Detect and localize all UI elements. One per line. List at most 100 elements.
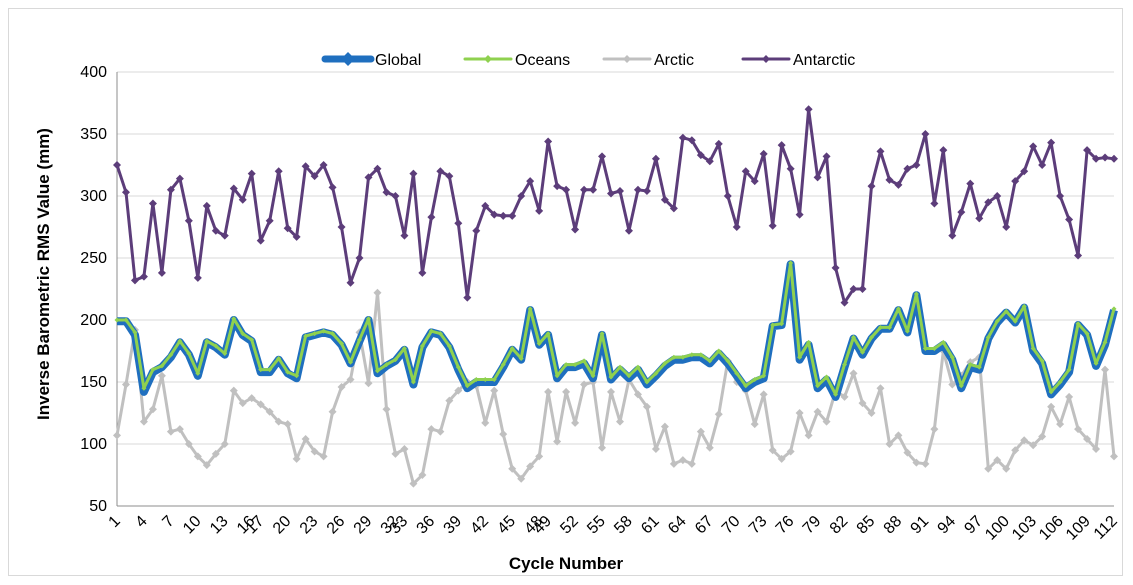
x-tick-label: 100 <box>982 513 1013 544</box>
data-point-oceans <box>267 367 273 373</box>
data-point-antarctic <box>786 164 795 173</box>
data-point-oceans <box>150 367 156 373</box>
x-tick-label: 55 <box>584 513 609 538</box>
y-axis-title: Inverse Barometric RMS Value (mm) <box>34 128 53 420</box>
data-point-arctic <box>544 387 553 396</box>
data-point-antarctic <box>1029 142 1038 151</box>
data-point-antarctic <box>274 167 283 176</box>
data-point-oceans <box>195 370 201 376</box>
data-point-antarctic <box>615 187 624 196</box>
data-point-oceans <box>168 352 174 358</box>
data-point-antarctic <box>642 187 651 196</box>
data-point-oceans <box>752 377 758 383</box>
data-point-antarctic <box>481 201 490 210</box>
data-point-arctic <box>220 440 229 448</box>
data-point-oceans <box>770 322 776 328</box>
data-point-oceans <box>240 331 246 337</box>
data-point-antarctic <box>849 285 858 293</box>
legend-label: Antarctic <box>793 52 855 69</box>
data-point-arctic <box>427 425 436 434</box>
data-point-arctic <box>786 447 795 456</box>
chart-frame: 50 100 150 200 250 300 350 400 1 4 7 10 13 16 17 20 23 2… <box>8 8 1123 576</box>
data-point-antarctic <box>984 198 993 207</box>
data-point-oceans <box>141 385 147 391</box>
data-point-arctic <box>1074 425 1083 434</box>
data-point-arctic <box>1020 436 1029 445</box>
data-point-oceans <box>779 321 785 327</box>
x-tick-label: 42 <box>467 513 492 538</box>
data-point-oceans <box>1012 318 1018 324</box>
legend-item-arctic: Arctic <box>602 52 694 69</box>
data-point-oceans <box>931 346 937 352</box>
data-point-oceans <box>868 334 874 340</box>
data-point-oceans <box>186 350 192 356</box>
data-point-oceans <box>644 379 650 385</box>
data-point-oceans <box>213 343 219 349</box>
data-point-antarctic <box>166 185 175 194</box>
data-point-oceans <box>734 370 740 376</box>
data-point-oceans <box>294 373 300 379</box>
data-point-arctic <box>1092 444 1101 453</box>
x-tick-label: 20 <box>270 513 295 538</box>
data-point-arctic <box>481 418 490 427</box>
data-point-oceans <box>500 362 506 368</box>
data-point-oceans <box>348 359 354 365</box>
data-point-antarctic <box>373 164 382 173</box>
data-point-arctic <box>651 444 660 453</box>
x-tick-label: 91 <box>908 513 933 538</box>
data-point-antarctic <box>202 201 211 210</box>
data-point-arctic <box>1047 402 1056 411</box>
data-point-antarctic <box>840 298 849 307</box>
data-point-antarctic <box>598 152 607 161</box>
data-point-antarctic <box>427 213 436 222</box>
data-point-arctic <box>265 407 274 416</box>
data-point-arctic <box>903 448 912 457</box>
data-point-arctic <box>714 410 723 419</box>
data-point-arctic <box>175 425 184 434</box>
data-point-arctic <box>526 462 535 471</box>
data-point-antarctic <box>714 139 723 148</box>
data-point-arctic <box>445 396 454 405</box>
data-point-oceans <box>761 373 767 379</box>
data-point-oceans <box>482 377 488 383</box>
data-point-antarctic <box>229 184 238 193</box>
legend-label: Arctic <box>654 52 694 69</box>
data-point-arctic <box>328 407 337 416</box>
data-point-antarctic <box>651 154 660 163</box>
data-point-oceans <box>339 341 345 347</box>
data-point-oceans <box>842 362 848 368</box>
data-point-antarctic <box>966 179 975 188</box>
data-point-arctic <box>930 425 939 434</box>
y-tick-label: 100 <box>80 436 107 453</box>
data-point-antarctic <box>328 183 337 192</box>
data-point-oceans <box>949 354 955 360</box>
axes <box>116 72 1114 507</box>
data-point-antarctic <box>813 173 822 182</box>
data-point-antarctic <box>768 221 777 230</box>
data-point-arctic <box>615 417 624 426</box>
legend-marker <box>623 55 631 63</box>
data-point-antarctic <box>1047 138 1056 147</box>
data-point-antarctic <box>867 182 876 191</box>
data-point-oceans <box>1030 346 1036 352</box>
data-point-arctic <box>822 417 831 426</box>
data-point-antarctic <box>319 161 328 169</box>
data-point-antarctic <box>355 254 364 262</box>
data-point-arctic <box>921 459 930 468</box>
data-point-arctic <box>409 479 418 488</box>
x-tick-label: 61 <box>638 513 663 538</box>
data-point-arctic <box>157 371 166 380</box>
data-point-antarctic <box>571 225 580 234</box>
data-point-antarctic <box>382 188 391 197</box>
data-point-oceans <box>815 383 821 389</box>
data-point-antarctic <box>409 169 418 178</box>
data-point-oceans <box>599 331 605 337</box>
data-point-arctic <box>562 387 571 396</box>
data-point-arctic <box>912 458 921 467</box>
x-tick-label: 7 <box>159 513 177 531</box>
data-point-oceans <box>276 355 282 361</box>
data-point-arctic <box>1029 441 1038 450</box>
data-point-oceans <box>177 338 183 344</box>
data-point-oceans <box>797 354 803 360</box>
data-point-arctic <box>607 387 616 396</box>
